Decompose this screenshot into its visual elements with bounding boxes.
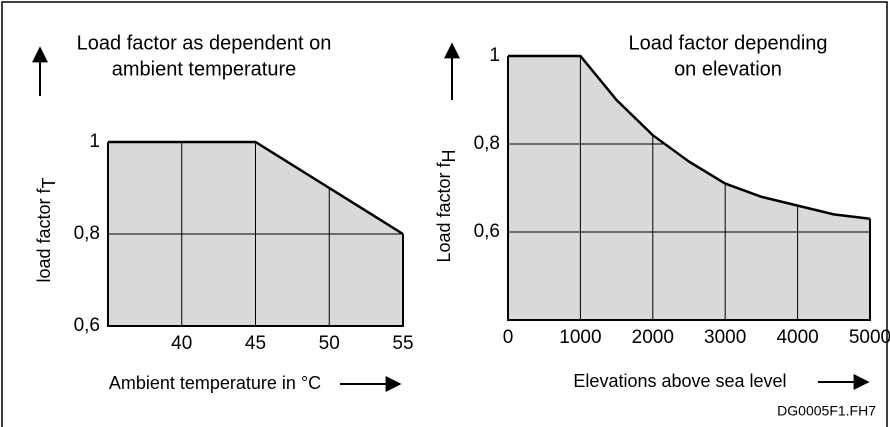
chart-title: Load factor as dependent on: [77, 32, 332, 54]
x-tick-label: 45: [245, 333, 266, 354]
y-tick-label: 0,8: [474, 133, 500, 154]
x-tick-label: 1000: [559, 327, 601, 348]
y-tick-label: 1: [89, 131, 100, 152]
plot-edge: [107, 142, 404, 327]
plot-edge: [507, 56, 871, 321]
chart-title: Load factor depending: [628, 32, 827, 54]
x-axis-label: Ambient temperature in °C: [109, 373, 321, 393]
x-tick-label: 0: [503, 327, 514, 348]
y-axis-label: Load factor fH: [434, 149, 459, 262]
area-line: [108, 140, 404, 236]
y-tick-label: 0,6: [74, 315, 100, 336]
chart-title: on elevation: [674, 58, 782, 80]
y-axis-label-text: load factor f: [34, 187, 54, 282]
x-tick-label: 50: [319, 333, 340, 354]
y-tick-label: 1: [489, 45, 500, 66]
x-tick-label: 55: [392, 333, 413, 354]
y-tick-label: 0,8: [74, 223, 100, 244]
x-tick-label: 4000: [776, 327, 818, 348]
area-fill: [508, 56, 870, 320]
footnote: DG0005F1.FH7: [777, 403, 876, 419]
y-axis-label-subscript: T: [39, 177, 59, 188]
area-line: [508, 54, 871, 221]
x-tick-label: 5000: [849, 327, 890, 348]
chart-title: ambient temperature: [112, 58, 297, 80]
x-tick-label: 3000: [704, 327, 746, 348]
y-axis-label-text: Load factor f: [434, 161, 454, 262]
x-tick-label: 2000: [632, 327, 674, 348]
x-tick-label: 40: [171, 333, 192, 354]
y-axis-label: load factor fT: [34, 177, 59, 282]
y-axis-label-subscript: H: [439, 149, 459, 162]
x-axis-label: Elevations above sea level: [573, 371, 786, 391]
y-tick-label: 0,6: [474, 221, 500, 242]
